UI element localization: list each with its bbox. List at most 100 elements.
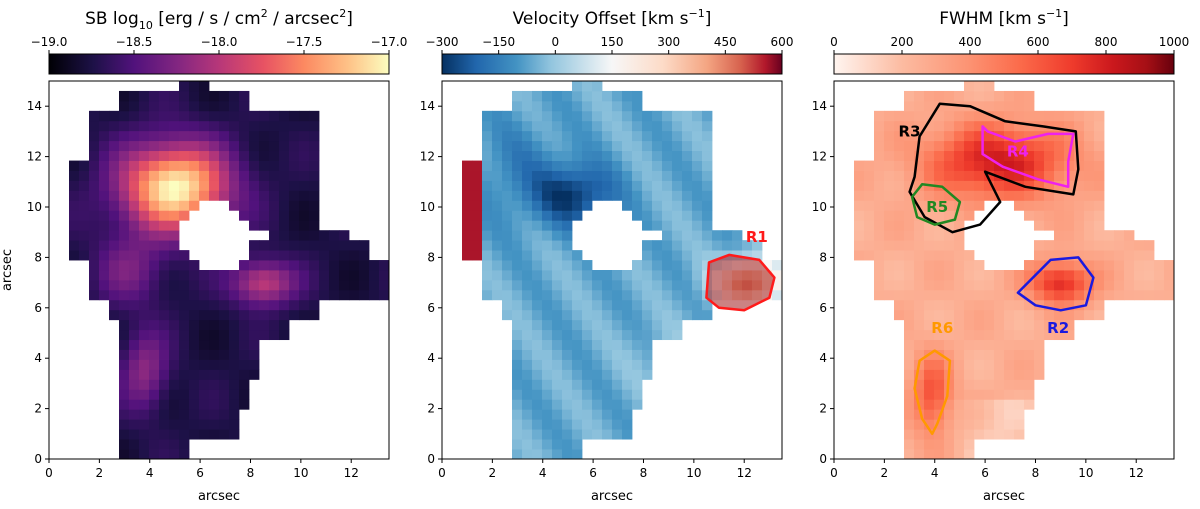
heatmap-cell	[139, 299, 150, 311]
heatmap-cell	[1054, 250, 1065, 261]
heatmap-cell	[1094, 130, 1105, 142]
heatmap-cell	[884, 260, 895, 271]
heatmap-cell	[522, 140, 533, 152]
heatmap-cell	[582, 110, 593, 122]
heatmap-cell	[572, 250, 583, 261]
heatmap-cell	[159, 349, 170, 360]
heatmap-cell	[79, 240, 90, 251]
heatmap-cell	[532, 100, 543, 112]
heatmap-cell	[139, 210, 150, 221]
heatmap-cell	[169, 429, 180, 440]
heatmap-cell	[904, 200, 915, 211]
heatmap-cell	[542, 270, 553, 281]
heatmap-cell	[239, 299, 250, 311]
heatmap-cell	[79, 250, 90, 261]
region-contour-r5	[910, 183, 962, 226]
heatmap-cell	[109, 140, 120, 152]
heatmap-cell	[109, 230, 120, 241]
heatmap-cell	[249, 240, 260, 251]
heatmap-cell	[582, 339, 593, 350]
heatmap-cell	[562, 419, 573, 430]
heatmap-cell	[299, 240, 310, 251]
heatmap-cell	[69, 210, 80, 221]
heatmap-cell	[179, 449, 190, 460]
heatmap-cell	[894, 180, 905, 191]
heatmap-cell	[149, 150, 160, 161]
heatmap-cell	[139, 180, 150, 191]
heatmap-cell	[1014, 170, 1025, 181]
heatmap-cell	[219, 270, 230, 281]
heatmap-cell	[209, 180, 220, 191]
x-tick-label: 0	[438, 466, 446, 480]
heatmap-cell	[229, 389, 240, 400]
heatmap-cell	[269, 270, 280, 281]
heatmap-cell	[109, 150, 120, 161]
heatmap-cell	[612, 399, 623, 410]
heatmap-cell	[662, 120, 673, 132]
heatmap-cell	[1024, 100, 1035, 112]
heatmap-cell	[1004, 329, 1015, 341]
heatmap-cell	[1094, 309, 1105, 321]
heatmap-cell	[552, 409, 563, 420]
heatmap-cell	[984, 81, 995, 92]
heatmap-cell	[1004, 270, 1015, 281]
heatmap-cell	[1034, 180, 1045, 191]
heatmap-cell	[482, 240, 493, 251]
heatmap-cell	[934, 379, 945, 390]
panel-title: FWHM [km s−1]	[939, 7, 1069, 29]
x-tick-label: 12	[344, 466, 359, 480]
heatmap-cell	[652, 170, 663, 181]
velocity-panel: Velocity Offset [km s−1] −300 −150 0 150 300…	[420, 7, 794, 504]
heatmap-cell	[229, 329, 240, 341]
heatmap-cell	[592, 409, 603, 420]
heatmap-cell	[542, 240, 553, 251]
heatmap-cell	[854, 210, 865, 221]
heatmap-cell	[289, 260, 300, 271]
heatmap-cell	[1124, 240, 1135, 251]
heatmap-cell	[582, 289, 593, 301]
heatmap-cell	[632, 140, 643, 152]
heatmap-cell	[864, 210, 875, 221]
heatmap-cell	[924, 389, 935, 400]
heatmap-cell	[1054, 110, 1065, 122]
heatmap-cell	[169, 409, 180, 420]
heatmap-cell	[924, 130, 935, 142]
heatmap-cell	[884, 210, 895, 221]
heatmap-cell	[1024, 379, 1035, 390]
heatmap-cell	[1104, 279, 1115, 291]
heatmap-cell	[924, 200, 935, 211]
heatmap-cell	[129, 210, 140, 221]
heatmap-cell	[99, 180, 110, 191]
heatmap-cell	[934, 250, 945, 261]
heatmap-cell	[572, 81, 583, 92]
heatmap-cell	[974, 90, 985, 102]
heatmap-cell	[642, 309, 653, 321]
heatmap-cell	[904, 110, 915, 122]
heatmap-cell	[159, 329, 170, 341]
heatmap-cell	[1044, 319, 1055, 331]
heatmap-cell	[502, 180, 513, 191]
heatmap-cell	[994, 100, 1005, 112]
heatmap-cell	[149, 180, 160, 191]
heatmap-cell	[894, 170, 905, 181]
heatmap-cell	[249, 309, 260, 321]
heatmap-cell	[622, 190, 633, 201]
heatmap-cell	[904, 150, 915, 161]
heatmap-cell	[582, 170, 593, 181]
heatmap-cell	[652, 190, 663, 201]
heatmap-cell	[964, 140, 975, 152]
heatmap-cell	[894, 240, 905, 251]
heatmap-cell	[592, 429, 603, 440]
heatmap-cell	[89, 240, 100, 251]
heatmap-cell	[572, 299, 583, 311]
heatmap-cell	[934, 110, 945, 122]
heatmap-cell	[109, 220, 120, 231]
heatmap-cell	[522, 309, 533, 321]
heatmap-cell	[229, 150, 240, 161]
heatmap-cell	[904, 140, 915, 152]
heatmap-cell	[612, 279, 623, 291]
heatmap-cell	[1064, 200, 1075, 211]
heatmap-cell	[974, 409, 985, 420]
heatmap-cell	[339, 230, 350, 241]
heatmap-cell	[582, 309, 593, 321]
